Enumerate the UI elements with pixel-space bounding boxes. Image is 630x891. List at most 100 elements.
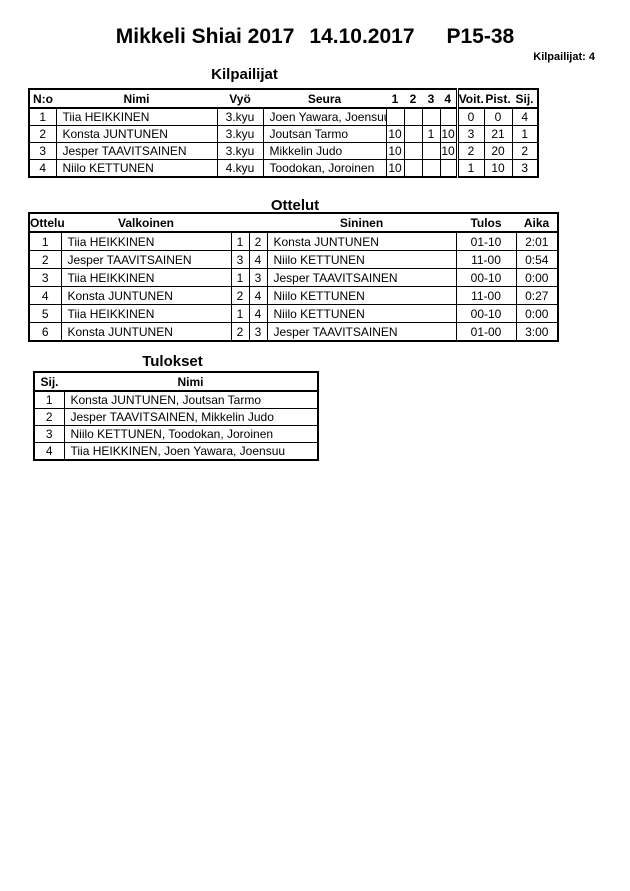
- cell-match-no: 4: [28, 286, 62, 305]
- table-row: 4 Tiia HEIKKINEN, Joen Yawara, Joensuu: [33, 442, 319, 461]
- cell-pist: 10: [483, 159, 513, 178]
- cell-score-4: 10: [439, 125, 458, 143]
- col-header-2: 2: [404, 89, 422, 109]
- cell-sij: 1: [33, 390, 65, 409]
- col-header-4: 4: [440, 89, 457, 109]
- cell-blue-num: 4: [248, 304, 268, 323]
- cell-sij: 2: [511, 142, 539, 160]
- competitor-count-label: Kilpailijat: 4: [533, 51, 595, 63]
- cell-aika: 2:01: [515, 231, 559, 251]
- cell-score-2: [403, 142, 423, 160]
- cell-tulos: 00-10: [455, 304, 517, 323]
- cell-nimi: Tiia HEIKKINEN, Joen Yawara, Joensuu: [63, 442, 319, 461]
- cell-match-no: 5: [28, 304, 62, 323]
- cell-score-1: [385, 107, 405, 126]
- table-row: 1 Konsta JUNTUNEN, Joutsan Tarmo: [33, 390, 319, 409]
- cell-white-num: 3: [230, 250, 250, 269]
- cell-sij: 4: [33, 442, 65, 461]
- cell-seura: Joen Yawara, Joensuu: [262, 107, 387, 126]
- cell-sij: 1: [511, 125, 539, 143]
- cell-aika: 0:27: [515, 286, 559, 305]
- col-header-aika: Aika: [516, 213, 558, 233]
- cell-sij: 3: [33, 425, 65, 443]
- col-header-sininen: Sininen: [267, 213, 456, 233]
- cell-score-3: [421, 159, 441, 178]
- cell-pist: 0: [483, 107, 513, 126]
- col-header-sij: Sij.: [512, 89, 538, 109]
- table-header-row: N:o Nimi Vyö Seura 1 2 3 4 Voit. Pist. S…: [29, 89, 538, 109]
- cell-nimi: Konsta JUNTUNEN, Joutsan Tarmo: [63, 390, 319, 409]
- col-header-nimi: Nimi: [64, 372, 318, 392]
- cell-seura: Toodokan, Joroinen: [262, 159, 387, 178]
- matches-section-heading: Ottelut: [270, 197, 320, 214]
- cell-nimi: Niilo KETTUNEN, Toodokan, Joroinen: [63, 425, 319, 443]
- table-row: 3 Tiia HEIKKINEN 1 3 Jesper TAAVITSAINEN…: [28, 268, 559, 287]
- cell-score-4: 10: [439, 142, 458, 160]
- cell-nimi: Jesper TAAVITSAINEN: [55, 142, 218, 160]
- category-code: P15-38: [446, 25, 515, 48]
- col-header-1: 1: [386, 89, 404, 109]
- cell-score-3: [421, 107, 441, 126]
- cell-match-no: 2: [28, 250, 62, 269]
- cell-voit: 3: [455, 125, 485, 143]
- cell-vyo: 3.kyu: [216, 125, 264, 143]
- cell-sij: 3: [511, 159, 539, 178]
- cell-aika: 0:00: [515, 304, 559, 323]
- cell-blue-name: Niilo KETTUNEN: [266, 286, 457, 305]
- event-name: Mikkeli Shiai 2017: [115, 25, 295, 48]
- col-header-tulos: Tulos: [456, 213, 516, 233]
- cell-voit: 1: [455, 159, 485, 178]
- table-row: 2 Jesper TAAVITSAINEN 3 4 Niilo KETTUNEN…: [28, 250, 559, 269]
- cell-white-name: Tiia HEIKKINEN: [60, 268, 232, 287]
- cell-white-name: Konsta JUNTUNEN: [60, 286, 232, 305]
- cell-blue-num: 3: [248, 322, 268, 342]
- cell-score-2: [403, 125, 423, 143]
- table-header-row: Ottelu Valkoinen Sininen Tulos Aika: [29, 213, 558, 233]
- col-header-sij: Sij.: [34, 372, 64, 392]
- cell-voit: 2: [455, 142, 485, 160]
- cell-nimi: Niilo KETTUNEN: [55, 159, 218, 178]
- cell-score-2: [403, 107, 423, 126]
- cell-score-3: [421, 142, 441, 160]
- cell-white-num: 2: [230, 286, 250, 305]
- col-header-blue-num: [249, 213, 267, 233]
- cell-blue-num: 3: [248, 268, 268, 287]
- col-header-voit: Voit.: [455, 89, 484, 109]
- cell-nimi: Jesper TAAVITSAINEN, Mikkelin Judo: [63, 408, 319, 426]
- cell-blue-name: Niilo KETTUNEN: [266, 304, 457, 323]
- page-title: Mikkeli Shiai 2017 14.10.2017 P15-38: [0, 25, 630, 49]
- cell-blue-num: 2: [248, 231, 268, 251]
- cell-sij: 4: [511, 107, 539, 126]
- cell-no: 1: [28, 107, 57, 126]
- cell-blue-name: Jesper TAAVITSAINEN: [266, 268, 457, 287]
- cell-blue-num: 4: [248, 250, 268, 269]
- cell-seura: Joutsan Tarmo: [262, 125, 387, 143]
- cell-aika: 0:54: [515, 250, 559, 269]
- col-header-white-num: [231, 213, 249, 233]
- matches-table: Ottelu Valkoinen Sininen Tulos Aika 1 Ti…: [28, 212, 559, 342]
- cell-score-2: [403, 159, 423, 178]
- cell-score-4: [439, 159, 458, 178]
- cell-sij: 2: [33, 408, 65, 426]
- cell-match-no: 3: [28, 268, 62, 287]
- cell-vyo: 4.kyu: [216, 159, 264, 178]
- cell-tulos: 11-00: [455, 286, 517, 305]
- col-header-valkoinen: Valkoinen: [61, 213, 231, 233]
- cell-score-4: [439, 107, 458, 126]
- cell-aika: 3:00: [515, 322, 559, 342]
- cell-pist: 20: [483, 142, 513, 160]
- cell-match-no: 1: [28, 231, 62, 251]
- competitors-table: N:o Nimi Vyö Seura 1 2 3 4 Voit. Pist. S…: [28, 88, 539, 178]
- cell-tulos: 00-10: [455, 268, 517, 287]
- cell-nimi: Tiia HEIKKINEN: [55, 107, 218, 126]
- col-header-nimi: Nimi: [56, 89, 217, 109]
- cell-tulos: 01-10: [455, 231, 517, 251]
- cell-white-num: 1: [230, 231, 250, 251]
- cell-no: 4: [28, 159, 57, 178]
- cell-score-1: 10: [385, 159, 405, 178]
- table-row: 4 Konsta JUNTUNEN 2 4 Niilo KETTUNEN 11-…: [28, 286, 559, 305]
- results-section-heading: Tulokset: [142, 353, 203, 370]
- cell-tulos: 11-00: [455, 250, 517, 269]
- event-date: 14.10.2017: [309, 25, 415, 48]
- cell-score-3: 1: [421, 125, 441, 143]
